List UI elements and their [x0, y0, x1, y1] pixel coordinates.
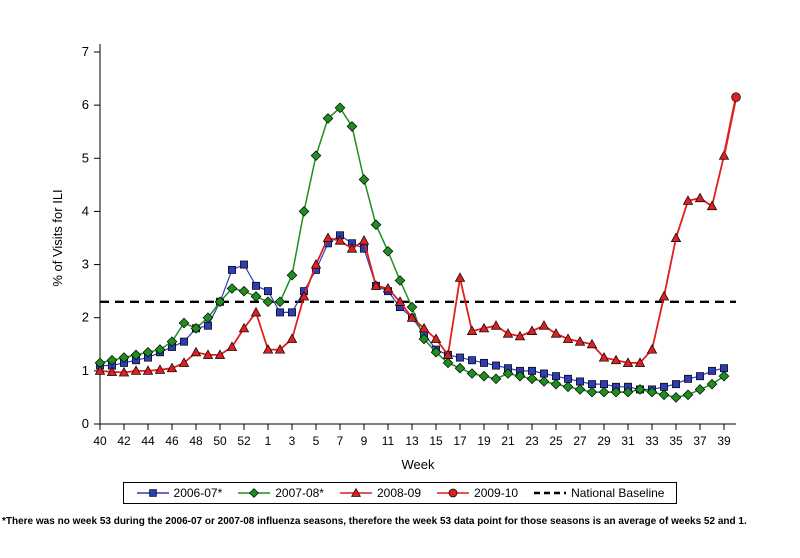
y-tick-label: 5: [82, 150, 89, 165]
x-tick-label: 35: [669, 434, 683, 448]
x-tick-label: 37: [693, 434, 707, 448]
y-tick-label: 1: [82, 363, 89, 378]
dashed-line-swatch: [534, 491, 567, 495]
x-tick-label: 31: [621, 434, 635, 448]
diamond-marker-icon: [238, 488, 271, 498]
legend-item-2007-08: 2007-08*: [237, 486, 324, 500]
y-tick-label: 2: [82, 310, 89, 325]
series-2009-10: [722, 92, 741, 156]
chart-legend: 2006-07* 2007-08* 2008-09 2009-10 National B…: [122, 482, 678, 504]
y-tick-label: 4: [82, 203, 89, 218]
footnote: *There was no week 53 during the 2006-07…: [2, 516, 747, 527]
series-2008-09: [94, 150, 730, 377]
legend-row: 2006-07* 2007-08* 2008-09 2009-10 National B…: [0, 482, 800, 504]
x-tick-label: 11: [382, 434, 395, 448]
x-tick-label: 21: [501, 434, 515, 448]
legend-item-2009-10: 2009-10: [436, 486, 518, 500]
x-tick-label: 17: [453, 434, 467, 448]
series-line-2009-10: [722, 96, 738, 156]
legend-label: 2006-07*: [173, 486, 223, 500]
x-tick-label: 9: [361, 434, 368, 448]
x-tick-label: 7: [337, 434, 344, 448]
legend-item-2006-07: 2006-07*: [136, 486, 223, 500]
y-tick-label: 7: [82, 44, 89, 59]
x-tick-label: 19: [477, 434, 491, 448]
y-axis-title: % of Visits for ILI: [50, 189, 65, 286]
y-tick-label: 0: [82, 416, 89, 431]
x-tick-label: 27: [573, 434, 587, 448]
x-tick-label: 1: [265, 434, 272, 448]
x-tick-label: 40: [93, 434, 107, 448]
x-tick-label: 44: [141, 434, 155, 448]
x-tick-label: 42: [117, 434, 131, 448]
x-tick-label: 23: [525, 434, 539, 448]
x-tick-label: 25: [549, 434, 563, 448]
legend-label: 2007-08*: [275, 486, 324, 500]
x-tick-label: 50: [213, 434, 227, 448]
square-marker-icon: [136, 489, 169, 497]
circle-marker-icon: [437, 488, 470, 498]
legend-label: National Baseline: [571, 486, 665, 500]
x-tick-label: 3: [289, 434, 296, 448]
x-tick-label: 39: [717, 434, 731, 448]
legend-label: 2009-10: [474, 486, 519, 500]
x-tick-label: 29: [597, 434, 611, 448]
triangle-marker-icon: [339, 487, 372, 497]
x-axis-title: Week: [402, 457, 435, 472]
x-tick-label: 15: [429, 434, 443, 448]
legend-item-national-baseline: National Baseline: [533, 486, 664, 500]
legend-item-2008-09: 2008-09: [339, 486, 421, 500]
series-line-2008-09: [99, 155, 725, 374]
x-tick-label: 33: [645, 434, 659, 448]
x-tick-label: 52: [237, 434, 251, 448]
x-tick-label: 13: [405, 434, 419, 448]
y-tick-label: 6: [82, 97, 89, 112]
legend-label: 2008-09: [376, 486, 422, 500]
x-tick-label: 5: [313, 434, 320, 448]
x-tick-label: 46: [165, 434, 179, 448]
y-tick-label: 3: [82, 257, 89, 272]
series-2007-08: [94, 102, 730, 403]
x-tick-label: 48: [189, 434, 203, 448]
